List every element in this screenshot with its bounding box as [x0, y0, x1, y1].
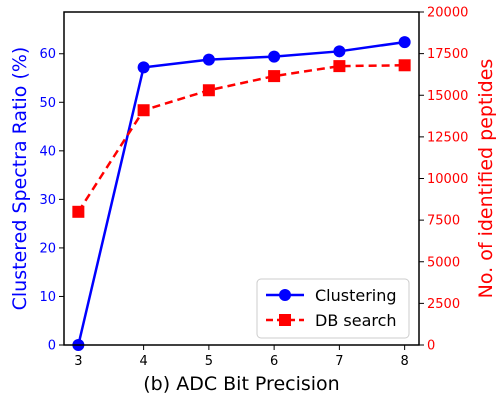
x-tick-label: 3: [74, 354, 82, 369]
x-tick-label: 7: [335, 354, 343, 369]
data-point-db-search: [137, 104, 150, 117]
left-tick-label: 50: [39, 96, 56, 111]
x-tick-label: 8: [401, 354, 409, 369]
left-tick-label: 20: [39, 241, 56, 256]
legend-clustering-marker: [279, 289, 291, 301]
plot-frame: [63, 11, 420, 346]
right-tick-label: 2500: [427, 297, 460, 312]
series-line-db-search: [77, 64, 405, 213]
data-point-clustering: [268, 50, 281, 63]
right-tick-label: 7500: [427, 214, 460, 229]
right-y-axis-label: No. of identified peptides: [475, 59, 497, 299]
x-axis-label: (b) ADC Bit Precision: [143, 373, 339, 395]
right-tick-label: 10000: [427, 172, 468, 187]
left-tick-label: 30: [39, 193, 56, 208]
left-tick-label: 40: [39, 144, 56, 159]
left-tick-label: 10: [39, 290, 56, 305]
right-tick-label: 15000: [427, 89, 468, 104]
left-y-axis-label: Clustered Spectra Ratio (%): [9, 47, 31, 311]
x-tick-label: 5: [205, 354, 213, 369]
right-tick-label: 20000: [427, 6, 468, 21]
data-point-db-search: [72, 205, 85, 218]
series-layer: [72, 36, 411, 351]
left-tick-label: 0: [48, 339, 56, 354]
right-axis-ticks: 0 2500 5000 7500 10000 12500 15000 17500 20000: [419, 6, 468, 354]
right-tick-label: 12500: [427, 130, 468, 145]
data-point-clustering: [137, 61, 150, 74]
right-tick-label: 17500: [427, 47, 468, 62]
legend-dbsearch-marker: [279, 314, 291, 326]
data-point-clustering: [202, 53, 215, 66]
data-point-clustering: [398, 36, 411, 49]
legend-dbsearch-label: DB search: [315, 311, 397, 330]
x-axis-ticks: 3 4 5 6 7 8: [74, 345, 409, 369]
legend-clustering-label: Clustering: [315, 286, 397, 305]
left-tick-label: 60: [39, 47, 56, 62]
series-line-clustering: [77, 40, 405, 346]
data-point-clustering: [333, 45, 346, 58]
x-tick-label: 4: [139, 354, 147, 369]
data-point-db-search: [202, 84, 215, 97]
data-point-db-search: [333, 60, 346, 73]
legend: Clustering DB search: [256, 278, 410, 339]
data-point-db-search: [268, 70, 281, 83]
right-tick-label: 5000: [427, 255, 460, 270]
left-axis-ticks: 0 10 20 30 40 50 60: [39, 47, 64, 354]
x-tick-label: 6: [270, 354, 278, 369]
right-tick-label: 0: [427, 339, 435, 354]
data-point-db-search: [398, 59, 411, 72]
